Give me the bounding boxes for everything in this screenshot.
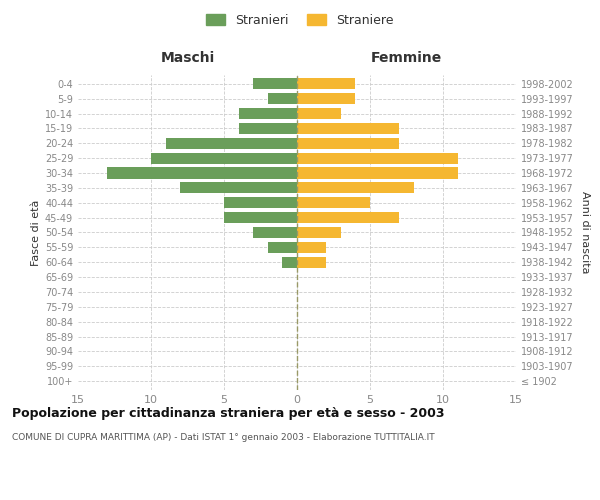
Bar <box>283 256 297 268</box>
Bar <box>224 212 297 223</box>
Bar <box>268 242 297 253</box>
Bar <box>151 152 297 164</box>
Text: COMUNE DI CUPRA MARITTIMA (AP) - Dati ISTAT 1° gennaio 2003 - Elaborazione TUTTI: COMUNE DI CUPRA MARITTIMA (AP) - Dati IS… <box>12 432 434 442</box>
Bar <box>297 242 326 253</box>
Bar <box>239 108 297 119</box>
Y-axis label: Fasce di età: Fasce di età <box>31 200 41 266</box>
Bar <box>268 93 297 104</box>
Bar <box>297 78 355 90</box>
Bar <box>107 168 297 178</box>
Legend: Stranieri, Straniere: Stranieri, Straniere <box>202 8 398 32</box>
Bar <box>297 182 414 194</box>
Bar <box>297 256 326 268</box>
Bar <box>297 108 341 119</box>
Bar <box>297 168 458 178</box>
Bar <box>297 123 399 134</box>
Bar <box>297 152 458 164</box>
Text: Maschi: Maschi <box>160 51 215 65</box>
Bar <box>297 212 399 223</box>
Bar <box>239 123 297 134</box>
Bar <box>297 197 370 208</box>
Bar <box>224 197 297 208</box>
Bar <box>297 93 355 104</box>
Bar <box>253 227 297 238</box>
Bar <box>297 138 399 149</box>
Y-axis label: Anni di nascita: Anni di nascita <box>580 191 590 274</box>
Bar <box>253 78 297 90</box>
Text: Popolazione per cittadinanza straniera per età e sesso - 2003: Popolazione per cittadinanza straniera p… <box>12 408 445 420</box>
Bar <box>166 138 297 149</box>
Bar <box>180 182 297 194</box>
Text: Femmine: Femmine <box>371 51 442 65</box>
Bar <box>297 227 341 238</box>
